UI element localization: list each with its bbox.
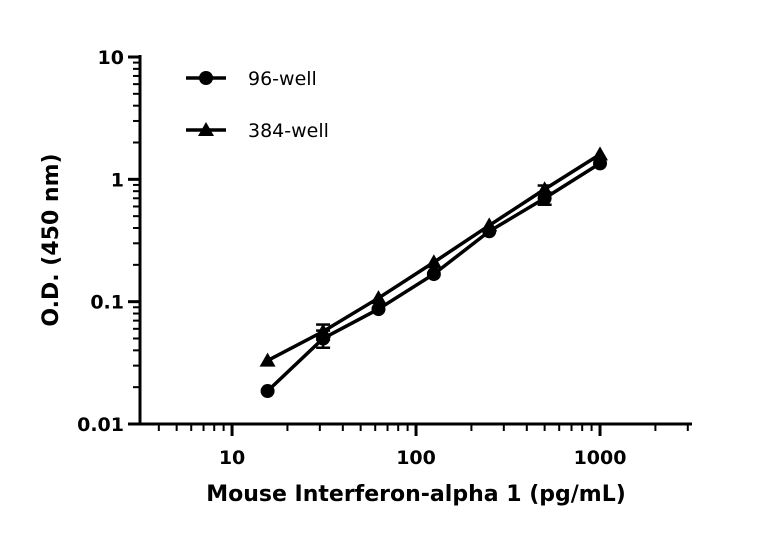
- series-384-well: [259, 146, 609, 367]
- data-point-triangle: [592, 146, 609, 161]
- x-axis-label: Mouse Interferon-alpha 1 (pg/mL): [206, 482, 626, 507]
- data-point-triangle: [259, 352, 276, 367]
- data-point-triangle: [536, 181, 553, 196]
- tick-labels: 0.01 0.1 1 10 10 100 1000: [77, 47, 626, 469]
- y-tick-label: 0.1: [90, 292, 124, 314]
- y-axis-label: O.D. (450 nm): [39, 153, 64, 326]
- x-tick-label: 100: [396, 447, 436, 469]
- legend: 96-well 384-well: [186, 68, 329, 142]
- plot-area: [259, 146, 609, 399]
- y-tick-label: 10: [98, 47, 124, 69]
- y-tick-label: 1: [111, 169, 124, 191]
- data-point-circle: [371, 302, 386, 317]
- x-tick-label: 1000: [574, 447, 627, 469]
- data-point-triangle: [198, 122, 214, 136]
- y-tick-label: 0.01: [77, 414, 124, 436]
- data-point-circle: [199, 71, 213, 85]
- data-point-circle: [426, 267, 441, 282]
- data-point-triangle: [315, 323, 332, 338]
- data-point-circle: [260, 384, 275, 399]
- data-point-triangle: [425, 254, 442, 269]
- legend-label: 384-well: [248, 120, 329, 142]
- series-96-well: [260, 156, 608, 399]
- data-point-triangle: [370, 290, 387, 305]
- data-point-triangle: [481, 217, 498, 232]
- x-tick-label: 10: [219, 447, 245, 469]
- legend-label: 96-well: [248, 68, 317, 90]
- axes: [128, 55, 692, 436]
